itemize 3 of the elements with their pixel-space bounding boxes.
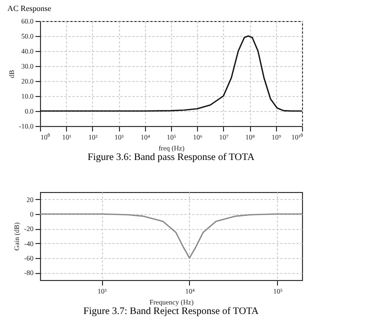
- caption: Figure 3.6: Band pass Response of TOTA: [88, 152, 256, 163]
- chart-title: AC Response: [7, 4, 52, 13]
- caption: Figure 3.7: Band Reject Response of TOTA: [83, 306, 260, 317]
